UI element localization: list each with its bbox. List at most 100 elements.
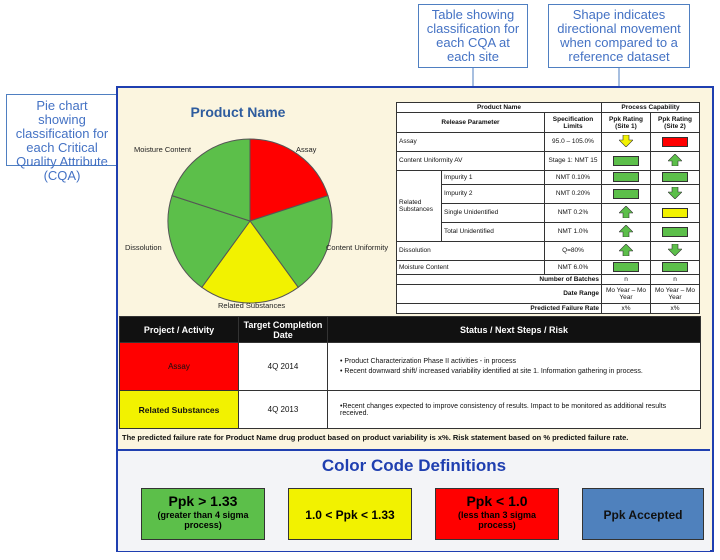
status-bullet: • Recent downward shift/ increased varia… (340, 368, 643, 375)
green-rating-swatch (613, 172, 639, 183)
pc-spec: NMT 1.0% (544, 221, 602, 242)
down-arrow-green-icon (667, 186, 683, 200)
pc-row-dissolution: Dissolution Q=80% (396, 240, 700, 261)
pie-callout: Pie chart showing classification for eac… (6, 94, 118, 183)
pc-batches-site1: n (601, 273, 651, 285)
pc-param: Dissolution (396, 240, 545, 261)
pc-param: Content Uniformity AV (396, 150, 545, 171)
pc-header-spec: Specification Limits (544, 112, 602, 133)
red-rating-swatch (662, 136, 688, 147)
pc-spec: NMT 0.2% (544, 202, 602, 223)
pc-header-site2: Ppk Rating (Site 2) (650, 112, 700, 133)
pc-site2-rating (650, 132, 700, 152)
green-rating-swatch (613, 155, 639, 166)
legend-green-main: Ppk > 1.33 (168, 493, 238, 509)
pc-param: Total Unidentified (441, 221, 545, 242)
status-row-assay: Assay 4Q 2014 • Product Characterization… (119, 342, 701, 391)
process-capability-table: Product Name Process Capability Release … (396, 102, 700, 315)
up-arrow-green-icon (667, 153, 683, 167)
down-arrow-yellow-icon (618, 134, 634, 148)
pie-slice-assay (249, 138, 329, 222)
pc-row-date-range: Date Range Mo Year – Mo Year Mo Year – M… (396, 283, 700, 304)
pc-param: Impurity 1 (441, 169, 545, 185)
pie-label-dissolution: Dissolution (125, 243, 162, 252)
green-rating-swatch (662, 172, 688, 183)
shape-callout: Shape indicates directional movement whe… (548, 4, 690, 68)
pc-row-impurity-1: Related Substances Impurity 1 NMT 0.10% (396, 169, 700, 242)
pc-param: Moisture Content (396, 259, 545, 275)
pie-chart (167, 138, 333, 304)
legend-red-sub: (less than 3 sigma process) (457, 510, 537, 530)
pie-slice-content-uniformity (249, 195, 333, 289)
pc-row-impurity-2: Impurity 2 NMT 0.20% (397, 183, 700, 204)
pc-site2-rating (650, 183, 700, 204)
legend-blue-main: Ppk Accepted (603, 508, 683, 522)
pc-fail-site2: x% (650, 302, 700, 315)
green-rating-swatch (613, 188, 639, 199)
pie-label-assay: Assay (296, 145, 317, 154)
status-text: •Recent changes expected to improve cons… (327, 390, 701, 429)
up-arrow-green-icon (618, 205, 634, 219)
legend-title: Color Code Definitions (321, 456, 507, 475)
pc-site1-rating (601, 202, 651, 223)
legend-red-main: Ppk < 1.0 (466, 493, 528, 509)
pie-slice-dissolution (167, 195, 251, 289)
pc-spec: Stage 1: NMT 15 (544, 150, 602, 171)
status-project-name: Related Substances (119, 390, 239, 429)
pc-header-release: Release Parameter (396, 112, 545, 133)
pc-site1-rating (601, 259, 651, 275)
pc-row-failure-rate: Predicted Failure Rate x% x% (396, 302, 700, 315)
pc-date-site2: Mo Year – Mo Year (650, 283, 700, 304)
pie-label-related: Related Substances (218, 301, 286, 310)
status-bullet-text: Recent downward shift/ increased variabi… (344, 368, 643, 375)
legend-yellow-main: 1.0 < Ppk < 1.33 (305, 508, 395, 522)
pc-row-total-unidentified: Total Unidentified NMT 1.0% (397, 221, 700, 242)
pc-row-assay: Assay 95.0 – 105.0% (396, 132, 700, 152)
green-rating-swatch (613, 262, 639, 273)
status-bullet: • Product Characterization Phase II acti… (340, 358, 516, 365)
status-bullet-text: Product Characterization Phase II activi… (344, 358, 516, 365)
status-target-date: 4Q 2013 (238, 390, 328, 429)
pc-spec: NMT 0.10% (544, 169, 602, 185)
pc-header-product: Product Name (396, 102, 602, 113)
pc-date-label: Date Range (396, 283, 602, 304)
pc-param: Single Unidentified (441, 202, 545, 223)
pie-title: Product Name (190, 104, 286, 120)
pc-site2-rating (650, 259, 700, 275)
pc-fail-site1: x% (601, 302, 651, 315)
pie-slice-related-substances (201, 220, 299, 304)
legend-green-sub: (greater than 4 sigma process) (157, 510, 249, 530)
pc-site1-rating (601, 183, 651, 204)
pc-fail-label: Predicted Failure Rate (396, 302, 602, 315)
pc-site2-rating (650, 240, 700, 261)
status-table: Project / Activity Target Completion Dat… (119, 316, 701, 429)
pc-spec: NMT 0.20% (544, 183, 602, 204)
pc-row-moisture: Moisture Content NMT 6.0% (396, 259, 700, 275)
pc-row-batches: Number of Batches n n (396, 273, 700, 285)
pc-spec: NMT 6.0% (544, 259, 602, 275)
pc-header-site1: Ppk Rating (Site 1) (601, 112, 651, 133)
legend-yellow: 1.0 < Ppk < 1.33 (288, 488, 412, 540)
status-project-name: Assay (119, 342, 239, 391)
pie-label-content: Content Uniformity (326, 243, 389, 252)
status-header-target: Target Completion Date (238, 316, 328, 343)
up-arrow-green-icon (618, 243, 634, 257)
pc-row-single-unidentified: Single Unidentified NMT 0.2% (397, 202, 700, 223)
yellow-rating-swatch (662, 207, 688, 218)
pc-param: Impurity 2 (441, 183, 545, 204)
status-header-project: Project / Activity (119, 316, 239, 343)
pc-site1-rating (601, 240, 651, 261)
green-rating-swatch (662, 262, 688, 273)
green-rating-swatch (662, 226, 688, 237)
pc-site2-rating (650, 150, 700, 171)
status-header-status: Status / Next Steps / Risk (327, 316, 701, 343)
pc-site2-rating (650, 202, 700, 223)
pc-row-content-uniformity: Content Uniformity AV Stage 1: NMT 15 (396, 150, 700, 171)
pc-site1-rating (601, 221, 651, 242)
pc-header-process: Process Capability (601, 102, 700, 113)
status-row-related-substances: Related Substances 4Q 2013 •Recent chang… (119, 390, 701, 429)
pc-spec: Q=80% (544, 240, 602, 261)
up-arrow-green-icon (618, 224, 634, 238)
table-callout: Table showing classification for each CQ… (418, 4, 528, 68)
pc-site2-rating (650, 221, 700, 242)
